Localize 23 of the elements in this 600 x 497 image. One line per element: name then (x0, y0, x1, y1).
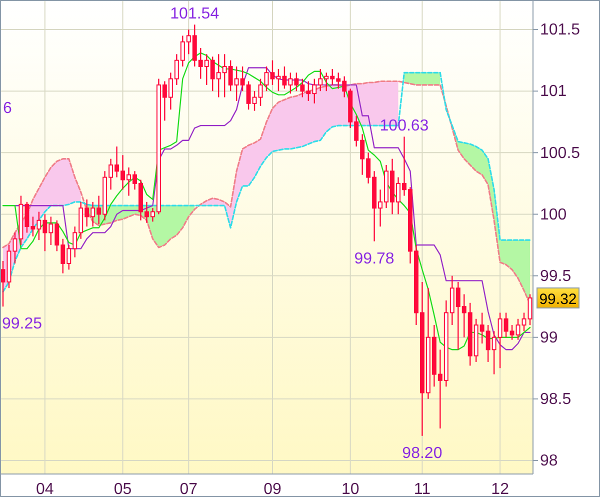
annotation: 98.20 (402, 444, 442, 462)
y-tick-label: 100.5 (540, 144, 580, 162)
annotation: 101.54 (170, 6, 220, 23)
x-tick-label: 05 (114, 480, 132, 497)
x-tick-label: 11 (414, 480, 431, 497)
y-tick-label: 101 (540, 83, 567, 100)
annotation: 99.78 (354, 250, 394, 268)
y-tick-label: 98 (540, 452, 558, 470)
x-tick-label: 07 (180, 480, 198, 497)
x-tick-label: 12 (491, 480, 510, 497)
x-tick-label: 04 (36, 480, 54, 497)
x-tick-label: 09 (264, 480, 282, 497)
y-tick-label: 101.5 (540, 22, 580, 39)
y-tick-label: 99.5 (540, 268, 572, 285)
y-tick-label: 99 (540, 329, 558, 346)
y-tick-label: 100 (540, 206, 567, 224)
text: 99.32 (539, 290, 577, 308)
y-tick-label: 98.5 (540, 391, 572, 408)
annotation: 6 (3, 100, 12, 117)
annotation: 99.25 (2, 316, 42, 333)
x-tick-label: 10 (341, 480, 360, 497)
annotation: 100.63 (380, 118, 429, 135)
candlestick (264, 66, 269, 92)
